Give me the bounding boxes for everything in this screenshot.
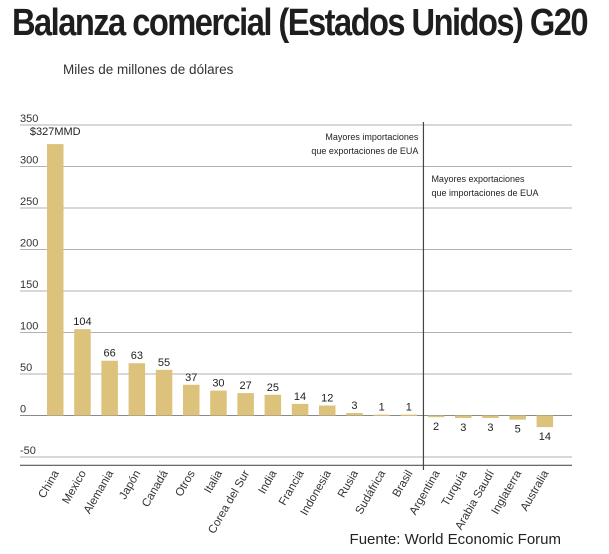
y-tick-label: 0: [20, 404, 26, 416]
data-label: 63: [131, 350, 143, 362]
data-label: 37: [185, 372, 197, 384]
gridlines: [20, 124, 572, 466]
bar-alemania: [101, 360, 118, 416]
category-label: India: [257, 468, 280, 496]
data-label: 3: [460, 422, 466, 434]
bar-otros: [183, 384, 200, 416]
data-label: 25: [267, 382, 279, 394]
annotations: Mayores importaciones que exportaciones d…: [311, 122, 539, 470]
chart-title: Balanza comercial (Estados Unidos) G20: [12, 2, 589, 44]
data-label: 12: [321, 393, 333, 405]
bar-francia: [291, 403, 309, 416]
bar-italia: [210, 390, 227, 416]
category-label: Italia: [203, 468, 226, 496]
category-label: Rusia: [336, 468, 361, 500]
annotation-imports: Mayores importaciones: [325, 132, 419, 142]
data-label: 104: [73, 316, 91, 328]
category-label: China: [36, 468, 62, 501]
y-tick-label: 300: [20, 155, 38, 167]
data-label: 3: [351, 400, 357, 412]
bar-china: [47, 144, 64, 416]
category-label: Francia: [277, 468, 307, 508]
data-label: 2: [433, 421, 439, 433]
bar-canad-: [155, 369, 173, 416]
category-label: Turquía: [440, 468, 470, 508]
category-label: Canadá: [140, 468, 171, 509]
category-label: Otros: [173, 468, 198, 499]
data-label: 14: [294, 391, 306, 403]
bar-arabia-saud-: [482, 415, 499, 418]
annotation-imports: que exportaciones de EUA: [311, 146, 418, 156]
bar-turqu-a: [455, 415, 472, 418]
y-axis-tick-labels: 350 300 250 200 150 100 50 0 -50: [20, 113, 38, 457]
data-label: 55: [158, 357, 170, 369]
source-note: Fuente: World Economic Forum: [349, 531, 561, 548]
bar-australia: [536, 415, 554, 428]
bar-sud-frica: [373, 414, 390, 416]
y-tick-label: -50: [20, 445, 36, 457]
data-label: 1: [406, 402, 412, 414]
y-tick-label: 350: [20, 113, 38, 125]
bar-corea-del-sur: [237, 393, 254, 416]
bar-rusia: [346, 413, 363, 416]
bar-inglaterra: [509, 415, 526, 420]
data-label: 66: [104, 348, 116, 360]
bar-argentina: [427, 415, 445, 418]
data-label: 27: [240, 380, 252, 392]
category-label: Brasil: [391, 469, 416, 500]
y-tick-label: 50: [20, 362, 32, 374]
y-tick-label: 100: [20, 321, 38, 333]
category-label: Mexico: [60, 469, 89, 507]
chart-subtitle: Miles de millones de dólares: [63, 62, 234, 77]
bar-mexico: [74, 329, 91, 416]
y-tick-label: 150: [20, 279, 38, 291]
data-label: 5: [515, 424, 521, 436]
bar-brasil: [400, 414, 418, 416]
y-tick-label: 200: [20, 238, 38, 250]
y-tick-label: 250: [20, 196, 38, 208]
annotation-exports: Mayores exportaciones: [431, 174, 525, 184]
bar-jap-n: [128, 363, 146, 416]
data-label: 1: [379, 402, 385, 414]
data-label: 30: [212, 378, 224, 390]
data-label: $327MMD: [30, 126, 81, 138]
annotation-exports: que importaciones de EUA: [431, 188, 538, 198]
bar-indonesia: [319, 405, 336, 416]
bars: [47, 144, 554, 428]
bar-india: [264, 394, 282, 416]
category-label: Japón: [117, 469, 143, 502]
data-label: 3: [487, 422, 493, 434]
data-label: 14: [539, 431, 551, 443]
